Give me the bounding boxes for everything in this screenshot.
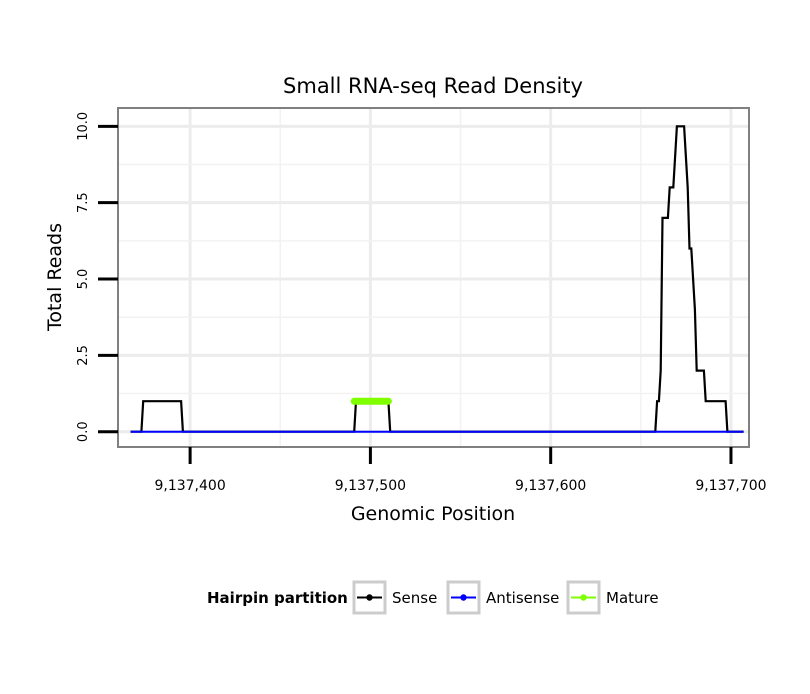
y-tick-label: 5.0 bbox=[76, 269, 91, 290]
x-axis: 9,137,400 9,137,500 9,137,600 9,137,700 bbox=[154, 447, 767, 494]
x-tick-label: 9,137,500 bbox=[335, 478, 406, 494]
legend: Hairpin partition Sense Antisense Mature bbox=[207, 580, 659, 615]
y-tick-label: 10.0 bbox=[76, 112, 91, 141]
plot-area bbox=[117, 107, 750, 448]
legend-label: Mature bbox=[606, 589, 659, 607]
legend-key-point bbox=[366, 594, 373, 601]
y-tick-label: 0.0 bbox=[76, 421, 91, 442]
plot-border bbox=[117, 107, 750, 448]
legend-entry-antisense: Antisense bbox=[446, 580, 559, 615]
y-tick-label: 2.5 bbox=[76, 345, 91, 366]
legend-key-point bbox=[580, 594, 587, 601]
series-layer bbox=[130, 125, 744, 433]
legend-key-box bbox=[566, 580, 601, 615]
legend-entries: Sense Antisense Mature bbox=[352, 580, 659, 615]
legend-label: Sense bbox=[392, 589, 437, 607]
y-axis: 0.0 2.5 5.0 7.5 10.0 bbox=[76, 112, 118, 442]
plot-background bbox=[118, 108, 749, 447]
legend-title: Hairpin partition bbox=[207, 589, 348, 607]
legend-key-point bbox=[460, 594, 467, 601]
legend-entry-mature: Mature bbox=[566, 580, 659, 615]
chart-title: Small RNA-seq Read Density bbox=[283, 74, 583, 98]
legend-entry-sense: Sense bbox=[352, 580, 437, 615]
x-tick-label: 9,137,600 bbox=[515, 478, 586, 494]
x-axis-label: Genomic Position bbox=[351, 503, 515, 525]
x-tick-label: 9,137,400 bbox=[154, 478, 225, 494]
y-tick-label: 7.5 bbox=[76, 192, 91, 213]
x-tick-label: 9,137,700 bbox=[695, 478, 766, 494]
legend-label: Antisense bbox=[486, 589, 559, 607]
y-axis-label: Total Reads bbox=[44, 223, 66, 332]
